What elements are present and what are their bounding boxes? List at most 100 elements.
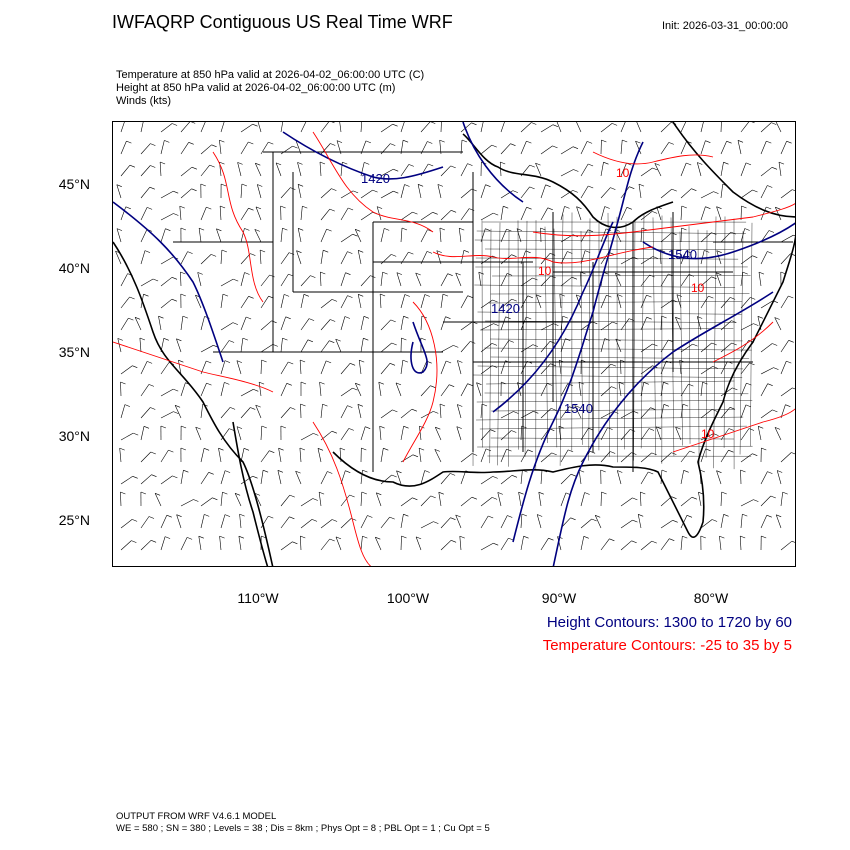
wind-barb <box>420 495 431 507</box>
county-line <box>553 228 558 448</box>
wind-barb <box>419 426 422 441</box>
wind-barb-flag <box>562 315 568 319</box>
wind-barb-flag <box>252 475 258 479</box>
wind-barb <box>120 165 131 177</box>
wind-barb <box>216 228 222 243</box>
wind-barb-flag <box>510 143 516 146</box>
wind-barb-flag <box>415 536 422 540</box>
wind-barb-flag <box>488 515 494 519</box>
wind-barb-flag <box>622 139 628 143</box>
county-line <box>580 231 583 445</box>
wind-barb <box>297 184 302 199</box>
wind-barb-flag <box>723 161 729 165</box>
wind-barb <box>660 299 673 309</box>
wind-barb <box>160 213 174 221</box>
wind-barb <box>676 294 682 309</box>
wind-barb-flag <box>171 277 178 280</box>
wind-barb <box>716 206 722 221</box>
wind-barb <box>476 382 482 397</box>
wind-barb-flag <box>243 448 250 451</box>
wind-barb-flag <box>610 451 616 454</box>
height-legend: Height Contours: 1300 to 1720 by 60 <box>546 614 792 631</box>
wind-barb-flag <box>300 381 307 385</box>
wind-barb-flag <box>617 294 623 297</box>
wind-barb-flag <box>600 469 606 473</box>
wind-barb <box>238 536 242 551</box>
wind-barb-flag <box>212 497 218 501</box>
wind-barb <box>680 122 687 133</box>
wind-barb-flag <box>705 206 711 209</box>
wind-barb <box>578 382 582 397</box>
wind-barb-flag <box>745 404 752 408</box>
wind-barb-flag <box>450 517 456 520</box>
wind-barb <box>520 536 524 551</box>
wind-barb <box>420 294 426 309</box>
wind-barb <box>260 296 269 309</box>
wind-barb-flag <box>571 276 578 280</box>
wind-barb-flag <box>347 251 353 254</box>
wind-barb-flag <box>424 294 430 297</box>
wind-barb-flag <box>595 515 601 518</box>
wind-barb <box>140 407 151 419</box>
wind-barb <box>379 426 382 441</box>
wind-barb-flag <box>286 383 292 386</box>
wind-barb <box>500 122 505 133</box>
wind-barb <box>295 470 302 485</box>
wind-barb-flag <box>752 453 758 456</box>
wind-barb <box>440 360 447 375</box>
wind-barb <box>540 538 549 551</box>
wind-barb <box>415 272 422 287</box>
wind-barb-flag <box>150 540 157 543</box>
wind-barb-flag <box>604 206 610 209</box>
wind-barb <box>760 343 773 353</box>
wind-barb <box>277 470 282 485</box>
wind-barb-flag <box>439 403 446 407</box>
wind-barb <box>340 316 346 331</box>
wind-barb <box>640 540 652 551</box>
wind-barb-flag <box>578 381 585 385</box>
wind-barb <box>460 122 472 133</box>
wind-barb <box>580 321 593 331</box>
wind-barb-flag <box>359 359 365 363</box>
wind-barb <box>160 140 165 155</box>
wind-barb-flag <box>417 184 424 187</box>
wind-barb <box>335 536 342 551</box>
wind-barb <box>560 338 566 353</box>
wind-barb <box>540 124 554 133</box>
wind-barb-flag <box>139 337 146 341</box>
wind-barb-flag <box>166 514 172 518</box>
wind-barb-flag <box>252 123 258 127</box>
wind-barb-flag <box>700 535 706 539</box>
wind-barb <box>740 189 753 199</box>
wind-barb <box>500 254 512 265</box>
wind-barb-flag <box>236 426 243 429</box>
wind-barb <box>318 492 322 507</box>
wind-barb <box>280 252 290 265</box>
wind-barb <box>280 541 293 551</box>
wind-barb-flag <box>144 250 151 253</box>
wind-barb <box>655 426 662 441</box>
wind-barb-flag <box>728 428 735 431</box>
wind-barb <box>600 123 613 133</box>
wind-barb-flag <box>511 254 517 257</box>
wind-barb <box>340 387 353 397</box>
wind-barb-flag <box>275 162 282 166</box>
wind-barb-flag <box>329 208 335 212</box>
wind-barb-flag <box>390 319 396 323</box>
wind-barb <box>140 207 148 221</box>
wind-barb <box>760 471 768 485</box>
wind-barb <box>760 206 767 221</box>
wind-barb-flag <box>607 427 613 430</box>
wind-barb <box>540 184 546 199</box>
wind-barb <box>434 449 442 463</box>
wind-barb-flag <box>629 186 635 189</box>
wind-barb <box>740 382 747 397</box>
wind-barb <box>260 344 273 353</box>
wind-barb <box>160 256 174 265</box>
wind-barb-flag <box>403 315 409 319</box>
wind-barb-flag <box>437 184 444 187</box>
wind-barb-flag <box>776 514 782 518</box>
wind-barb <box>660 538 670 551</box>
wind-barb-flag <box>663 404 670 407</box>
wind-barb-flag <box>713 191 719 194</box>
